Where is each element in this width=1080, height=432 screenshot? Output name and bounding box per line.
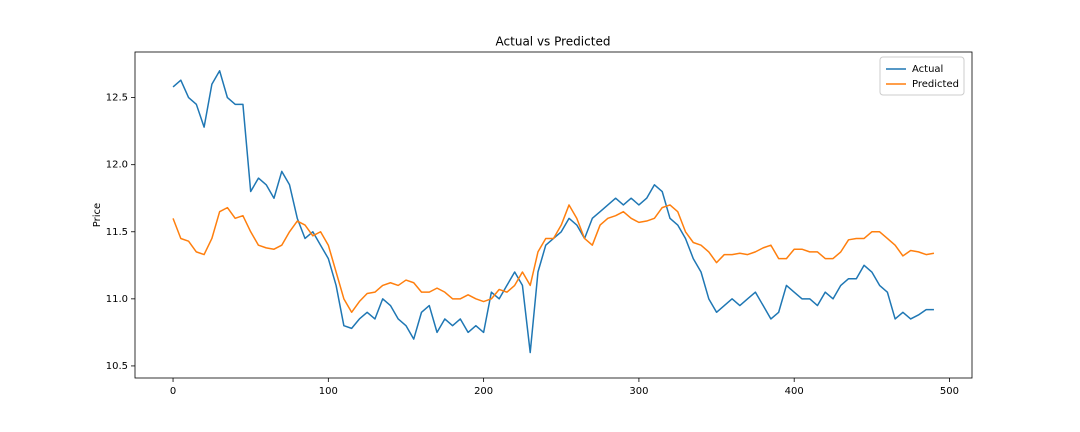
- y-tick-label: 11.0: [106, 294, 128, 305]
- x-tick-label: 200: [474, 386, 493, 397]
- y-tick-label: 12.0: [106, 160, 128, 171]
- y-tick-label: 11.5: [106, 227, 128, 238]
- chart-title: Actual vs Predicted: [496, 35, 611, 49]
- y-axis-label: Price: [92, 203, 103, 227]
- plot-frame: [134, 51, 973, 379]
- y-tick-label: 10.5: [106, 361, 128, 372]
- x-tick-label: 0: [170, 386, 176, 397]
- x-tick-label: 400: [785, 386, 804, 397]
- legend-label: Actual: [912, 64, 943, 75]
- y-tick-label: 12.5: [106, 93, 128, 104]
- series-line: [172, 204, 935, 314]
- legend-box: [879, 56, 965, 96]
- x-tick-label: 100: [319, 386, 338, 397]
- x-tick-label: 300: [629, 386, 648, 397]
- x-tick-label: 500: [940, 386, 959, 397]
- legend-label: Predicted: [912, 79, 959, 90]
